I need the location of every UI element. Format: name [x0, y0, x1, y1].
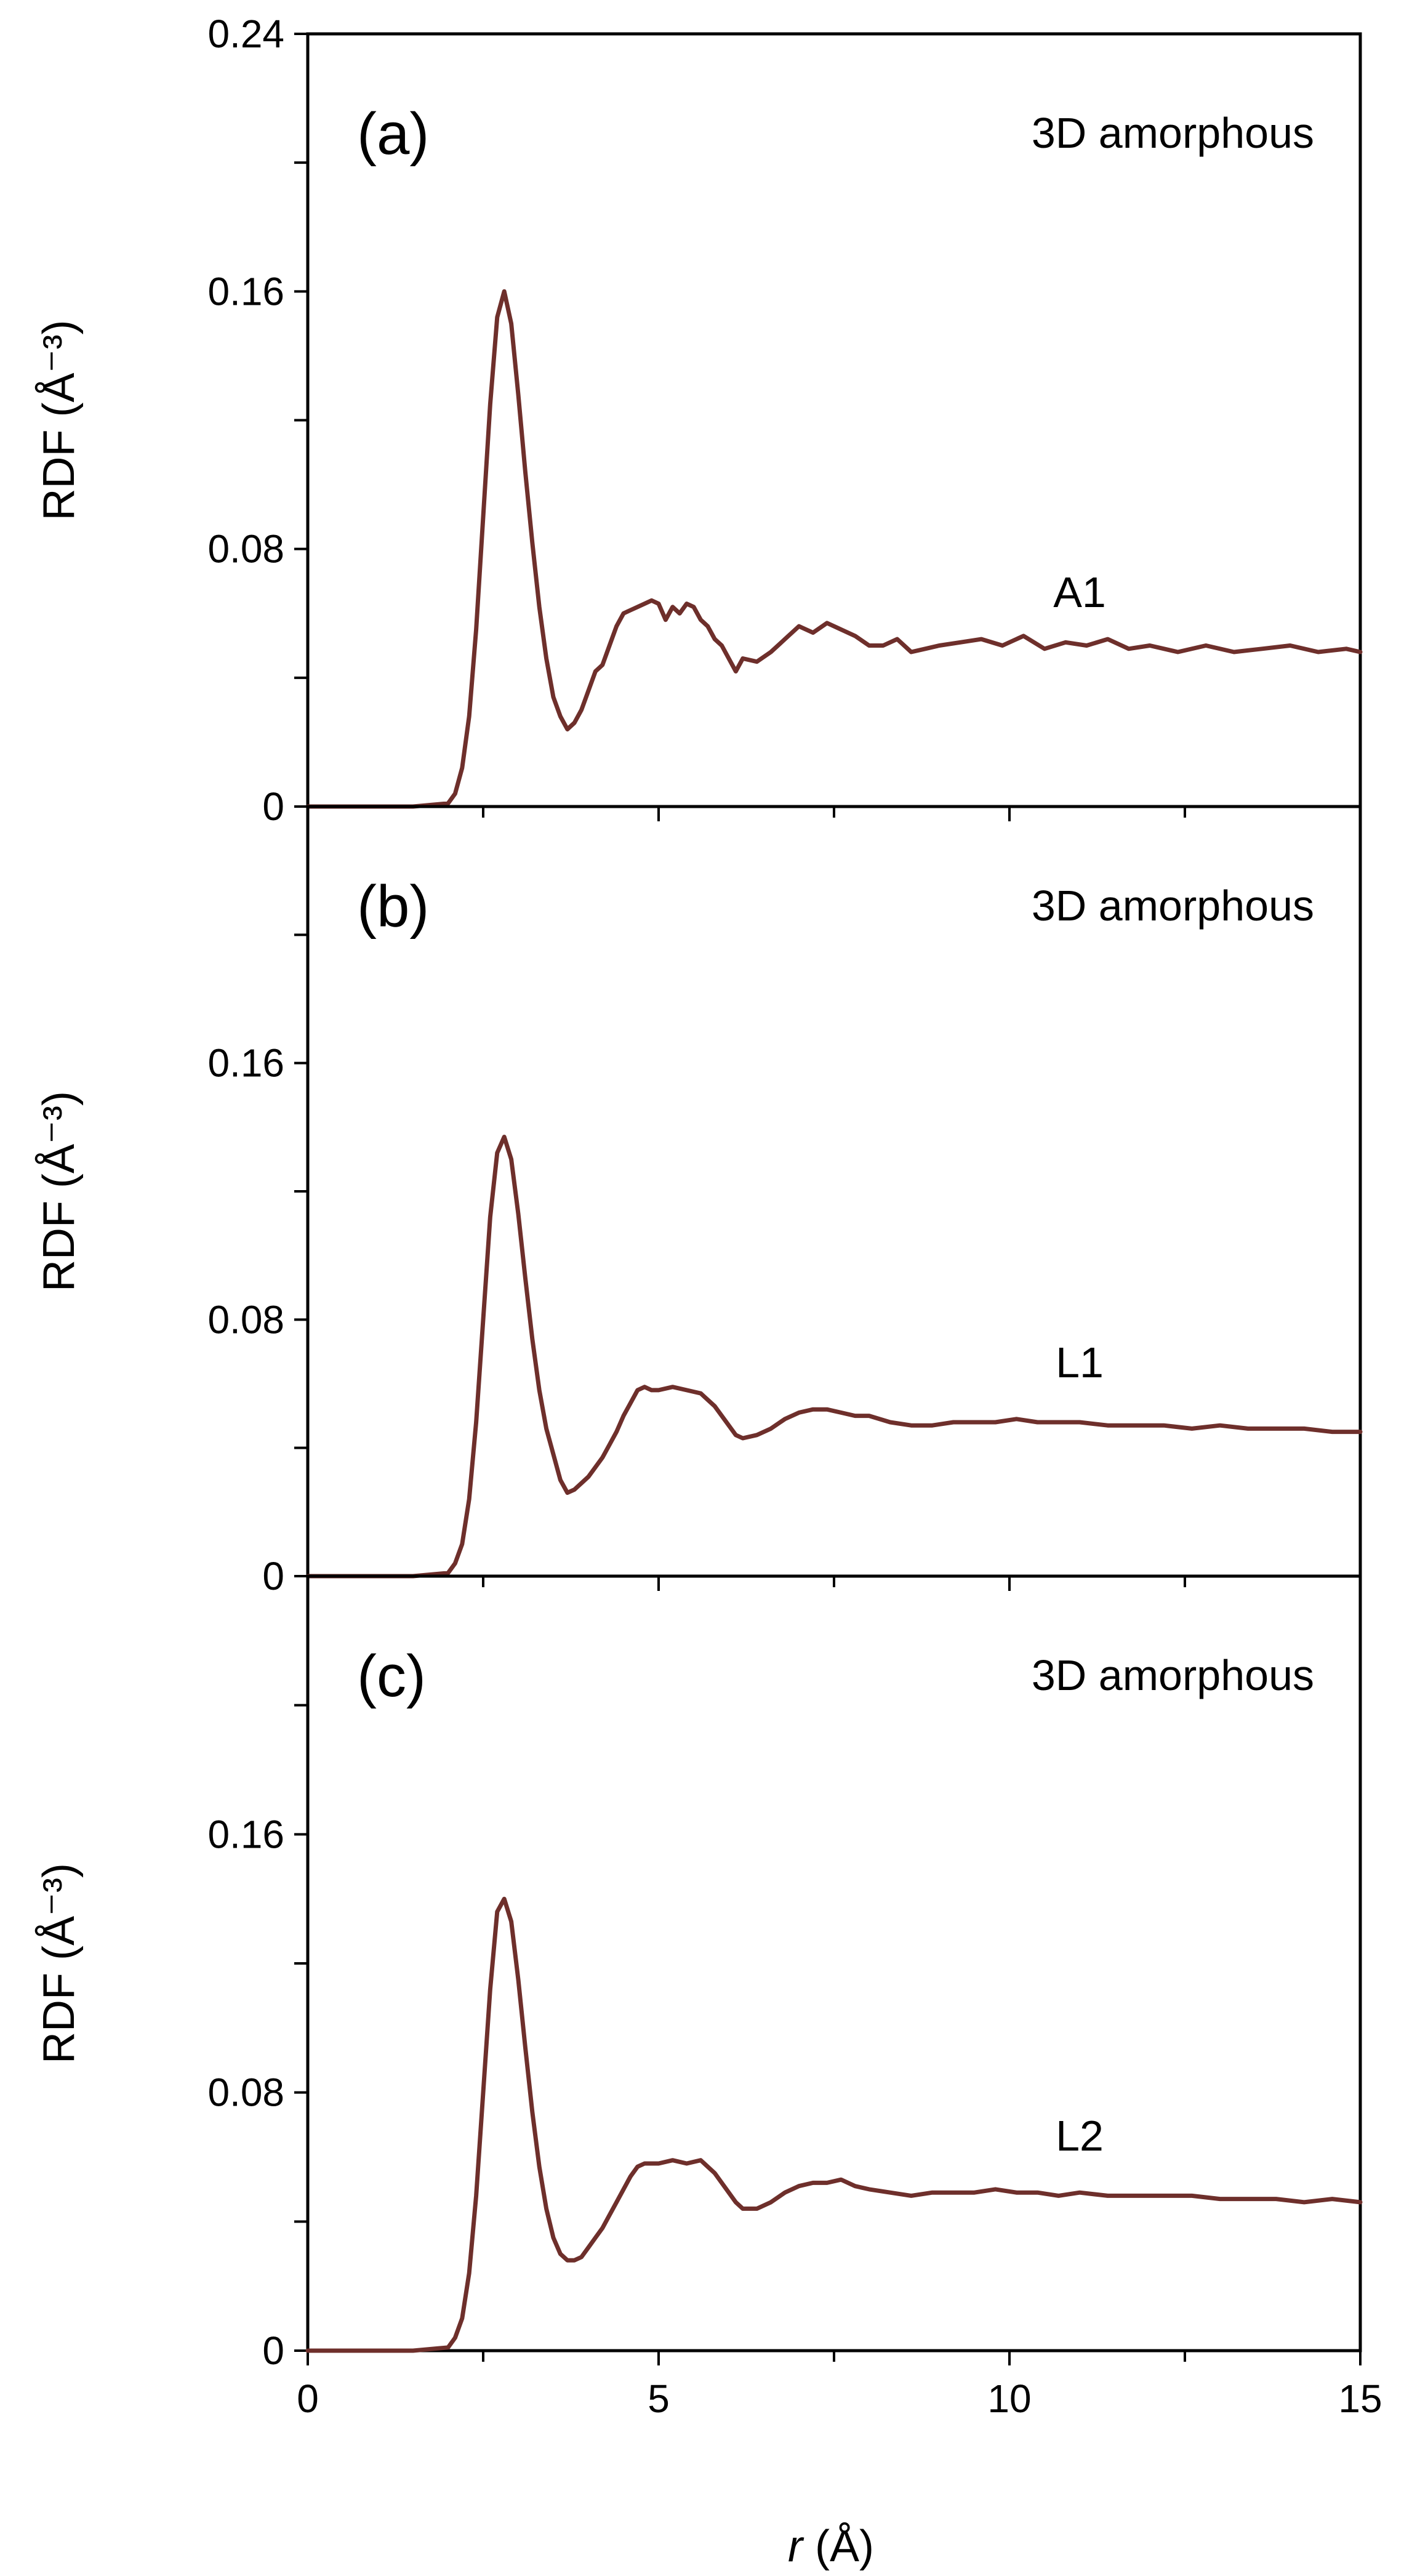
- panel-c-series-line-l2: [305, 1896, 1363, 2353]
- panel-c-y-tick-label: 0: [262, 2328, 284, 2373]
- panel-c-x-tick-label: 10: [987, 2377, 1031, 2421]
- panel-c-x-tick-label: 15: [1338, 2377, 1382, 2421]
- x-axis-title-var: r: [788, 2522, 804, 2571]
- panel-b-annotation: 3D amorphous: [1032, 882, 1314, 930]
- x-axis-title: r (Å): [788, 2522, 874, 2571]
- panel-b-series-label: L1: [1056, 1338, 1104, 1387]
- panel-c-y-axis-title: RDF (Å⁻³): [34, 1863, 84, 2064]
- panel-c-y-tick-label: 0.08: [207, 2071, 284, 2115]
- panel-c-x-tick-label: 0: [297, 2377, 319, 2421]
- panel-a-annotation: 3D amorphous: [1032, 109, 1314, 157]
- panel-b-series-line-l1: [305, 1135, 1363, 1579]
- panel-a-y-tick-label: 0.16: [207, 269, 284, 313]
- panel-b-label: (b): [357, 874, 429, 940]
- panel-c-x-tick-label: 5: [648, 2377, 670, 2421]
- panel-c-label: (c): [357, 1643, 426, 1709]
- panel-c-series-label: L2: [1056, 2112, 1104, 2160]
- panel-a-series-line-a1: [305, 289, 1363, 809]
- panel-a: 0 0.08 0.16 0.24 RDF (Å⁻³) (a) 3D amorphous A1: [34, 12, 1363, 829]
- x-axis-title-unit: (Å): [803, 2522, 874, 2571]
- panel-a-y-axis-title: RDF (Å⁻³): [34, 320, 84, 521]
- panel-b-y-tick-label: 0.08: [207, 1297, 284, 1342]
- panel-b-y-axis-title: RDF (Å⁻³): [34, 1091, 84, 1292]
- panel-a-series-label: A1: [1053, 568, 1106, 616]
- panel-c-y-tick-label: 0.16: [207, 1812, 284, 1856]
- panel-b: 0 0.08 0.16 RDF (Å⁻³) (b) 3D amorphous L1: [34, 805, 1363, 1598]
- panel-c: 0 0.08 0.16 0 5 10 15 RDF (Å⁻³) (c) 3D amorphous L…: [34, 1574, 1382, 2421]
- panel-b-y-tick-label: 0: [262, 1554, 284, 1598]
- panel-a-label: (a): [357, 101, 429, 167]
- panel-a-y-tick-label: 0: [262, 784, 284, 829]
- panel-b-y-tick-label: 0.16: [207, 1041, 284, 1085]
- panel-a-y-tick-label: 0.08: [207, 527, 284, 571]
- panel-c-annotation: 3D amorphous: [1032, 1651, 1314, 1699]
- panel-a-y-tick-label: 0.24: [207, 12, 284, 56]
